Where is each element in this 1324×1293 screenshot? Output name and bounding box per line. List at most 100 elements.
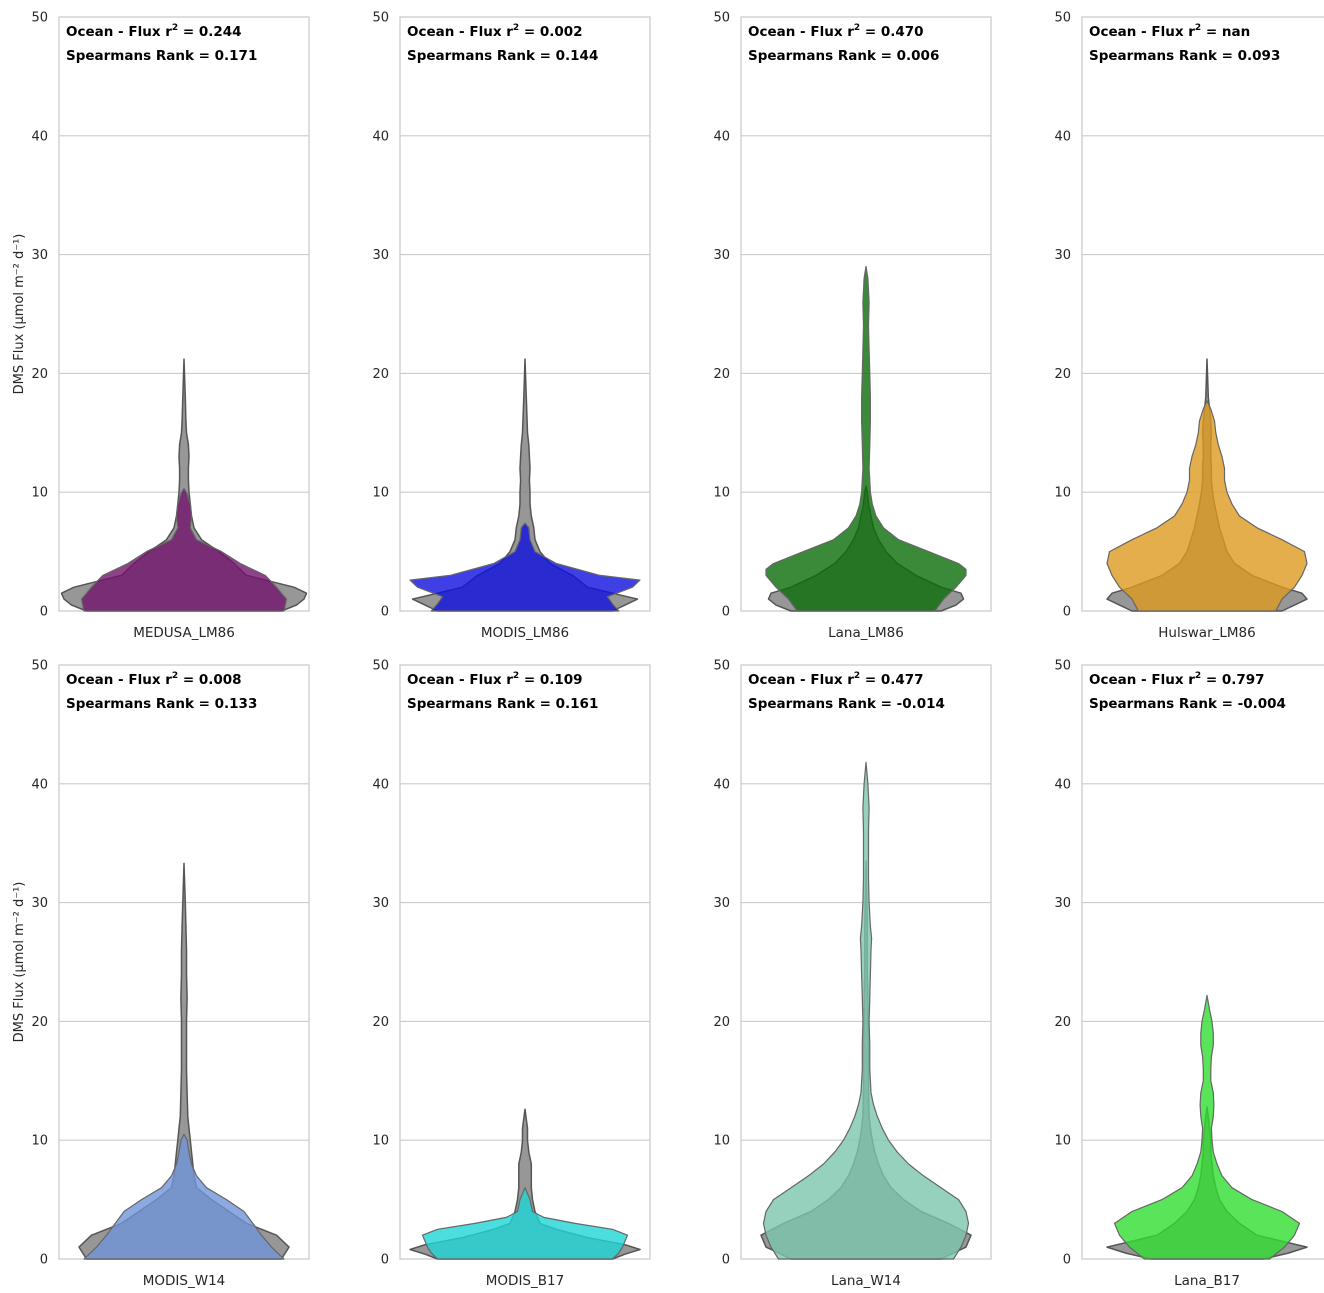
y-tick-label: 10	[713, 486, 730, 501]
model-violin	[1106, 400, 1308, 612]
subplot-3: 0 10 20 30 40 50 Lana_LM86 Ocean - Flux r2 = 0.…	[713, 11, 992, 641]
y-tick-label: 30	[1054, 896, 1071, 911]
x-axis-label: Hulswar_LM86	[1158, 625, 1255, 641]
r2-label: Ocean - Flux r	[1089, 24, 1195, 40]
y-tick-label: 10	[1054, 1134, 1071, 1149]
y-tick-label: 0	[40, 605, 48, 620]
r2-value: nan	[1222, 24, 1250, 40]
y-tick-label: 20	[31, 1015, 48, 1030]
r2-value: 0.002	[540, 24, 583, 40]
y-tick-label: 50	[713, 659, 730, 674]
model-violin	[765, 265, 967, 612]
y-tick-label: 10	[713, 1134, 730, 1149]
y-tick-label: 0	[1063, 605, 1071, 620]
y-tick-label: 0	[722, 1253, 730, 1268]
r2-value: 0.109	[540, 672, 583, 688]
r2-superscript: 2	[513, 671, 519, 681]
y-tick-label: 10	[31, 1134, 48, 1149]
spearman-annotation: Spearmans Rank = -0.004	[1089, 696, 1286, 712]
r2-annotation: Ocean - Flux r2 = nan	[1089, 23, 1250, 40]
r2-equals: =	[178, 672, 199, 688]
x-axis-label: Lana_B17	[1174, 1273, 1240, 1289]
r2-label: Ocean - Flux r	[66, 24, 172, 40]
y-tick-label: 20	[372, 1015, 389, 1030]
y-tick-label: 20	[372, 367, 389, 382]
y-axis-label: DMS Flux (µmol m⁻² d⁻¹)	[12, 882, 27, 1043]
subplot-4: 0 10 20 30 40 50 Hulswar_LM86 Ocean - Flux r2 =…	[1054, 11, 1324, 641]
r2-equals: =	[519, 672, 540, 688]
y-tick-label: 50	[31, 11, 48, 26]
y-tick-label: 30	[31, 248, 48, 263]
y-axis-label: DMS Flux (µmol m⁻² d⁻¹)	[12, 234, 27, 395]
r2-annotation: Ocean - Flux r2 = 0.008	[66, 671, 242, 688]
r2-superscript: 2	[172, 671, 178, 681]
subplot-5: 0 10 20 30 40 50 MODIS_W14 DMS Flux (µmol m⁻² d…	[12, 659, 310, 1289]
y-tick-label: 50	[372, 659, 389, 674]
y-tick-label: 10	[372, 486, 389, 501]
r2-equals: =	[860, 672, 881, 688]
spearman-annotation: Spearmans Rank = 0.171	[66, 48, 257, 64]
x-axis-label: Lana_LM86	[828, 625, 904, 641]
r2-value: 0.244	[199, 24, 242, 40]
y-tick-label: 10	[31, 486, 48, 501]
y-tick-label: 20	[713, 1015, 730, 1030]
y-tick-label: 0	[40, 1253, 48, 1268]
y-tick-label: 30	[713, 248, 730, 263]
r2-superscript: 2	[172, 23, 178, 33]
r2-superscript: 2	[513, 23, 519, 33]
spearman-annotation: Spearmans Rank = 0.133	[66, 696, 257, 712]
y-tick-label: 50	[1054, 11, 1071, 26]
y-tick-label: 40	[372, 129, 389, 144]
spearman-annotation: Spearmans Rank = 0.144	[407, 48, 598, 64]
model-violin	[421, 1187, 629, 1260]
subplot-6: 0 10 20 30 40 50 MODIS_B17 Ocean - Flux r2 = 0.…	[372, 659, 651, 1289]
y-tick-label: 10	[372, 1134, 389, 1149]
r2-equals: =	[1201, 672, 1222, 688]
r2-annotation: Ocean - Flux r2 = 0.470	[748, 23, 924, 40]
r2-label: Ocean - Flux r	[748, 24, 854, 40]
model-violin	[409, 522, 641, 612]
subplot-2: 0 10 20 30 40 50 MODIS_LM86 Ocean - Flux r2 = 0…	[372, 11, 651, 641]
r2-superscript: 2	[1195, 23, 1201, 33]
y-tick-label: 50	[713, 11, 730, 26]
model-violin	[80, 488, 288, 612]
y-tick-label: 20	[31, 367, 48, 382]
r2-annotation: Ocean - Flux r2 = 0.797	[1089, 671, 1265, 688]
r2-annotation: Ocean - Flux r2 = 0.109	[407, 671, 583, 688]
y-tick-label: 30	[372, 896, 389, 911]
x-axis-label: MODIS_LM86	[481, 625, 569, 641]
y-tick-label: 0	[381, 1253, 389, 1268]
model-violin	[83, 1133, 285, 1260]
r2-value: 0.477	[881, 672, 924, 688]
spearman-annotation: Spearmans Rank = 0.093	[1089, 48, 1280, 64]
y-tick-label: 50	[1054, 659, 1071, 674]
r2-label: Ocean - Flux r	[748, 672, 854, 688]
y-tick-label: 50	[372, 11, 389, 26]
r2-value: 0.470	[881, 24, 924, 40]
y-tick-label: 40	[31, 777, 48, 792]
r2-label: Ocean - Flux r	[1089, 672, 1195, 688]
subplot-7: 0 10 20 30 40 50 Lana_W14 Ocean - Flux r2 = 0.4…	[713, 659, 992, 1289]
y-tick-label: 10	[1054, 486, 1071, 501]
y-tick-label: 0	[381, 605, 389, 620]
r2-superscript: 2	[854, 23, 860, 33]
r2-annotation: Ocean - Flux r2 = 0.244	[66, 23, 242, 40]
y-tick-label: 0	[722, 605, 730, 620]
y-tick-label: 50	[31, 659, 48, 674]
model-violin	[1113, 994, 1301, 1260]
r2-value: 0.008	[199, 672, 242, 688]
y-tick-label: 20	[713, 367, 730, 382]
x-axis-label: MODIS_W14	[143, 1273, 226, 1289]
y-tick-label: 0	[1063, 1253, 1071, 1268]
r2-label: Ocean - Flux r	[407, 24, 513, 40]
y-tick-label: 40	[713, 777, 730, 792]
r2-equals: =	[519, 24, 540, 40]
spearman-annotation: Spearmans Rank = -0.014	[748, 696, 945, 712]
r2-annotation: Ocean - Flux r2 = 0.477	[748, 671, 924, 688]
y-tick-label: 40	[31, 129, 48, 144]
r2-label: Ocean - Flux r	[407, 672, 513, 688]
subplot-8: 0 10 20 30 40 50 Lana_B17 Ocean - Flux r2 = 0.7…	[1054, 659, 1324, 1289]
y-tick-label: 20	[1054, 1015, 1071, 1030]
r2-annotation: Ocean - Flux r2 = 0.002	[407, 23, 583, 40]
